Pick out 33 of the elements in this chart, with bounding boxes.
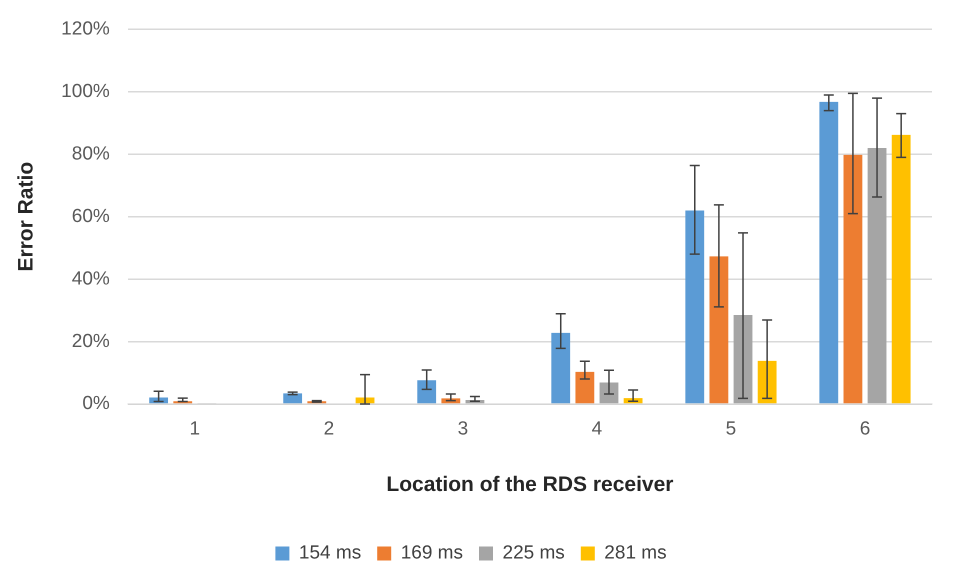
bar — [283, 393, 302, 404]
bar — [709, 256, 728, 404]
legend-label: 281 ms — [604, 542, 667, 564]
y-tick-label: 80% — [72, 144, 110, 164]
x-tick-label: 6 — [860, 418, 870, 440]
y-axis-title: Error Ratio — [14, 162, 38, 272]
bar — [734, 315, 752, 404]
bar — [685, 210, 704, 404]
bar — [758, 360, 777, 404]
bar — [892, 134, 911, 404]
y-tick-label: 0% — [82, 393, 110, 414]
bar — [868, 148, 886, 404]
bar — [356, 397, 374, 404]
x-tick-label: 2 — [324, 418, 334, 440]
bar — [575, 372, 594, 404]
x-tick-label: 4 — [592, 418, 603, 440]
legend-label: 225 ms — [502, 542, 565, 564]
y-tick-label: 60% — [72, 206, 110, 227]
legend-label: 169 ms — [400, 542, 464, 564]
bar — [819, 102, 838, 404]
y-tick-label: 40% — [72, 268, 110, 290]
y-tick-label: 100% — [61, 81, 110, 102]
bar — [600, 382, 618, 404]
legend-label: 154 ms — [298, 542, 362, 564]
bar — [551, 332, 570, 404]
y-tick-label: 20% — [72, 330, 110, 352]
y-tick-label: 120% — [61, 18, 110, 40]
x-tick-label: 3 — [458, 418, 468, 440]
bar — [417, 380, 436, 404]
x-tick-label: 5 — [726, 418, 736, 440]
x-tick-label: 1 — [190, 418, 200, 440]
bar — [844, 154, 862, 404]
x-axis-title: Location of the RDS receiver — [386, 473, 674, 496]
